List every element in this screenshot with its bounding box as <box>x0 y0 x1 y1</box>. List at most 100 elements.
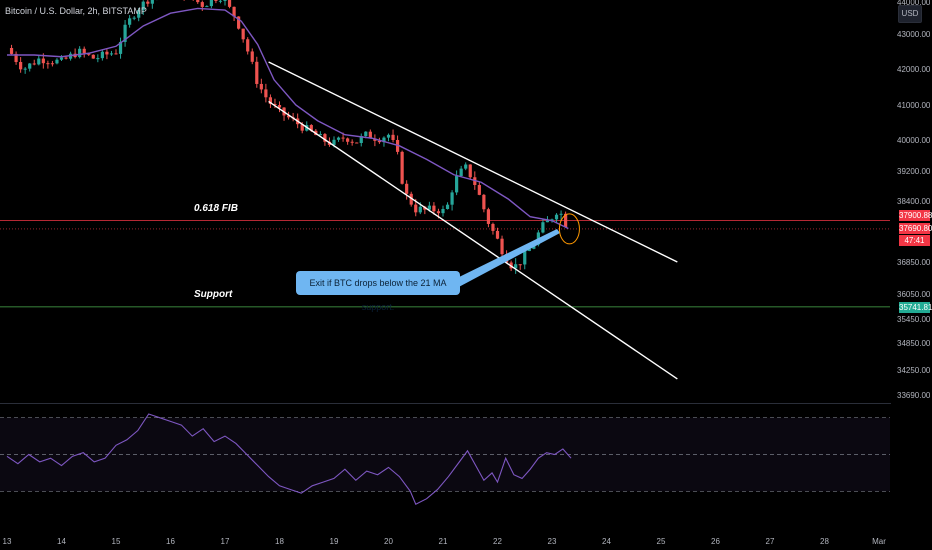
candle-body <box>554 214 559 220</box>
candle-body <box>132 17 136 19</box>
currency-badge[interactable]: USD <box>898 5 922 23</box>
candle-body <box>118 41 123 54</box>
price-tick-label: 36850.00 <box>897 258 931 267</box>
candle-body <box>232 6 236 17</box>
symbol-title[interactable]: Bitcoin / U.S. Dollar, 2h, BITSTAMP <box>5 6 147 16</box>
candle-body <box>273 103 277 106</box>
candle-body <box>32 63 36 65</box>
candle-body <box>209 0 213 7</box>
candle-body <box>105 51 109 55</box>
candle-body <box>518 264 522 266</box>
time-tick-label: 27 <box>766 537 775 546</box>
candle-body <box>109 53 114 55</box>
callout-note[interactable]: Exit if BTC drops below the 21 MA suppor… <box>296 271 460 312</box>
candle-body <box>259 83 263 90</box>
candle-body <box>359 136 363 143</box>
pane-separator <box>0 403 932 404</box>
time-tick-label: 17 <box>221 537 230 546</box>
candle-body <box>50 63 55 65</box>
candle-body <box>196 0 200 3</box>
time-tick-label: 26 <box>711 537 720 546</box>
price-tick-label: 38400.00 <box>897 197 931 206</box>
candle-body <box>332 139 336 145</box>
price-marker <box>455 213 580 289</box>
candle-body <box>323 134 327 142</box>
candle-body <box>341 137 345 139</box>
candle-body <box>123 24 127 42</box>
candle-body <box>441 209 445 214</box>
candle-body <box>455 176 459 193</box>
time-tick-label: 21 <box>439 537 448 546</box>
candle-body <box>241 28 245 40</box>
candle-body <box>346 138 350 142</box>
candle-body <box>46 63 50 65</box>
support-label: Support <box>194 289 233 300</box>
time-tick-label: 24 <box>602 537 611 546</box>
candle-body <box>414 204 418 213</box>
candle-body <box>227 0 232 7</box>
main-pane-bg <box>0 0 890 402</box>
trendline-lower <box>268 100 678 380</box>
price-tick-label: 34850.00 <box>897 339 931 348</box>
price-tick-label: 40000.00 <box>897 136 931 145</box>
candle-body <box>427 205 431 210</box>
candle-body <box>545 220 550 223</box>
candle-body <box>559 213 563 215</box>
price-axis-bg <box>891 0 932 550</box>
price-tick-label: 36050.00 <box>897 290 931 299</box>
ma-line-group <box>7 7 569 230</box>
candle-body <box>368 131 372 139</box>
candle-body <box>277 105 282 108</box>
candle-body <box>364 131 368 137</box>
candle-body <box>500 238 504 255</box>
time-tick-label: 16 <box>166 537 175 546</box>
candle-body <box>286 115 291 118</box>
candle-body <box>100 51 104 59</box>
candle-body <box>377 140 382 143</box>
candle-body <box>137 9 141 18</box>
time-tick-label: 22 <box>493 537 502 546</box>
time-axis[interactable]: 13 14 15 16 17 18 19 20 21 22 23 24 25 26 27 28 Mar <box>3 537 887 546</box>
candle-body <box>223 0 227 2</box>
candle-body <box>445 204 450 210</box>
rsi-line <box>6 413 572 505</box>
candle-body <box>541 222 545 233</box>
candle-body <box>564 213 568 228</box>
candle-body <box>59 57 64 60</box>
callout-pointer <box>455 229 560 289</box>
candle-body <box>495 230 500 239</box>
ma-line <box>7 7 569 230</box>
candle-body <box>300 124 304 131</box>
candle-body <box>336 137 341 140</box>
time-tick-label: 25 <box>657 537 666 546</box>
candle-body <box>82 48 86 54</box>
price-tick-label: 43000.00 <box>897 30 931 39</box>
candle-body <box>468 164 472 178</box>
candle-body <box>150 0 154 4</box>
price-tag-countdown: 47:41 <box>899 235 930 246</box>
candle-body <box>318 134 322 136</box>
price-axis[interactable]: 44000.00 43000.00 42000.00 41000.00 40000.00… <box>891 0 932 550</box>
candle-body <box>268 97 273 104</box>
candle-body <box>432 205 436 212</box>
candle-body <box>114 53 118 55</box>
time-tick-label: 20 <box>384 537 393 546</box>
candle-body <box>214 0 218 1</box>
candle-body <box>37 58 41 65</box>
price-tick-label: 33690.00 <box>897 391 931 400</box>
trendlines <box>268 61 678 380</box>
time-tick-label: 18 <box>275 537 284 546</box>
candle-body <box>128 18 132 25</box>
grid-lines <box>0 0 890 402</box>
price-tick-label: 42000.00 <box>897 65 931 74</box>
candle-body <box>264 89 268 98</box>
candle-body <box>405 183 409 194</box>
price-tag-support: 35741.81 <box>899 302 932 313</box>
candle-body <box>514 264 518 269</box>
candle-body <box>55 59 59 64</box>
candle-body <box>28 63 32 69</box>
price-tick-label: 34250.00 <box>897 366 931 375</box>
candle-body <box>418 206 422 213</box>
